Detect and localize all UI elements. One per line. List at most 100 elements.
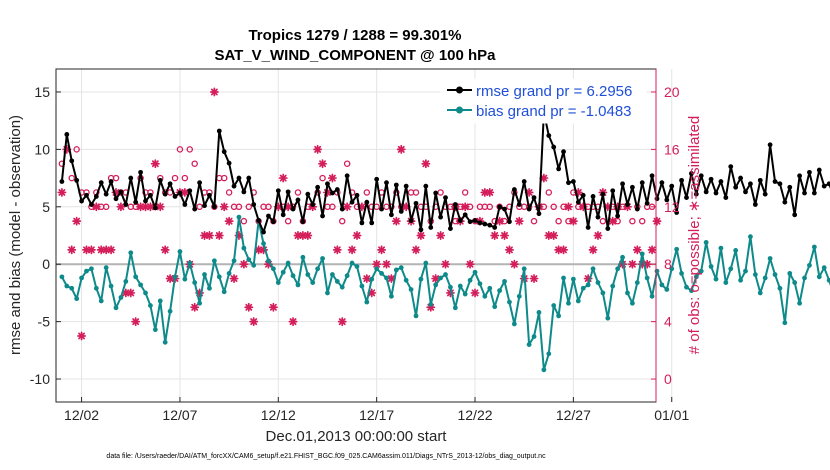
rmse-point (428, 225, 434, 230)
bias-point (743, 268, 748, 274)
rmse-point (325, 181, 330, 187)
rmse-point (452, 202, 458, 207)
obs-assimilated-point (396, 144, 406, 154)
obs-assimilated-stroke (368, 289, 376, 297)
obs-assimilated-point (421, 159, 431, 169)
bias-point (487, 285, 493, 291)
obs-assimilated-stroke (496, 217, 504, 225)
rmse-point (172, 194, 178, 199)
rmse-point (797, 173, 803, 179)
obs-assimilated-point (57, 187, 67, 197)
obs-possible-point (235, 203, 243, 211)
obs-assimilated-stroke (73, 217, 81, 225)
bias-point (216, 274, 222, 280)
rmse-point (713, 190, 719, 196)
bias-point (452, 305, 458, 311)
bias-point (428, 301, 434, 307)
obs-assimilated-stroke (319, 160, 326, 168)
rmse-point (590, 194, 596, 199)
chart-title-line1: Tropics 1279 / 1288 = 99.301% (248, 27, 461, 44)
y-right-tick-label: 16 (664, 141, 680, 157)
rmse-point (782, 199, 788, 205)
rmse-point (492, 225, 498, 230)
rmse-point (457, 218, 463, 223)
bias-point (59, 274, 65, 280)
rmse-point (133, 199, 139, 205)
obs-possible-point (555, 217, 562, 225)
obs-assimilated-point (209, 87, 219, 97)
rmse-point (679, 177, 684, 183)
obs-assimilated-point (180, 187, 190, 197)
bias-point (492, 304, 498, 310)
obs-assimilated-point (460, 202, 470, 212)
bias-point (625, 290, 630, 296)
obs-assimilated-point (214, 231, 224, 240)
obs-possible-point (329, 203, 336, 211)
bias-point (684, 284, 689, 290)
rmse-point (748, 181, 753, 187)
bias-point (787, 270, 793, 276)
rmse-point (693, 191, 699, 197)
plot-area (55, 68, 830, 403)
rmse-point (634, 206, 640, 212)
bias-point (251, 262, 257, 268)
obs-assimilated-point (593, 231, 603, 240)
obs-assimilated-stroke (92, 203, 100, 211)
rmse-point (708, 176, 714, 182)
rmse-point (384, 180, 389, 186)
x-tick-label: 12/17 (359, 407, 394, 423)
legend-bias-marker (456, 106, 463, 114)
obs-assimilated-stroke (373, 260, 381, 268)
rmse-point (482, 221, 488, 227)
rmse-point (807, 169, 812, 175)
bias-point (541, 367, 547, 373)
bias-point (689, 288, 694, 294)
obs-possible-point (196, 203, 203, 211)
rmse-point (521, 179, 527, 184)
rmse-point (339, 206, 345, 212)
obs-assimilated-stroke (417, 232, 425, 239)
data-file-footer: data file: /Users/raeder/DAI/ATM_forcXX/… (106, 453, 546, 460)
obs-assimilated-stroke (102, 246, 110, 254)
bias-point (526, 342, 532, 347)
rmse-point (526, 206, 532, 212)
bias-point (270, 266, 276, 272)
obs-assimilated-point (441, 259, 450, 269)
bias-point (482, 293, 488, 299)
bias-series (59, 214, 830, 373)
obs-assimilated-stroke (191, 303, 199, 311)
obs-assimilated-point (632, 245, 642, 255)
bias-point (192, 280, 198, 285)
bias-point (590, 266, 596, 272)
bias-point (757, 290, 763, 296)
bias-point (438, 275, 443, 281)
obs-assimilated-stroke (156, 203, 164, 211)
bias-point (241, 245, 247, 251)
rmse-point (359, 220, 365, 226)
bias-point (821, 265, 827, 271)
bias-point (221, 289, 227, 295)
obs-assimilated-point (82, 245, 91, 255)
obs-assimilated-stroke (122, 289, 130, 297)
rmse-point (487, 222, 493, 228)
obs-assimilated-point (411, 245, 421, 255)
rmse-point (177, 190, 183, 196)
rmse-point (423, 183, 429, 189)
y-right-tick-label: 0 (664, 371, 672, 387)
rmse-point (329, 190, 335, 196)
obs-assimilated-stroke (215, 232, 223, 239)
obs-assimilated-point (568, 216, 578, 226)
bias-point (167, 308, 173, 314)
obs-assimilated-stroke (343, 203, 351, 211)
rmse-point (507, 219, 512, 225)
obs-assimilated-point (239, 259, 249, 269)
obs-assimilated-stroke (466, 260, 474, 268)
legend-rmse-marker (456, 86, 463, 94)
bias-point (826, 277, 830, 283)
rmse-point (556, 166, 562, 172)
bias-point (674, 246, 680, 252)
obs-assimilated-stroke (161, 246, 169, 254)
obs-assimilated-point (342, 202, 352, 212)
rmse-point (413, 200, 419, 206)
bias-point (811, 244, 817, 250)
